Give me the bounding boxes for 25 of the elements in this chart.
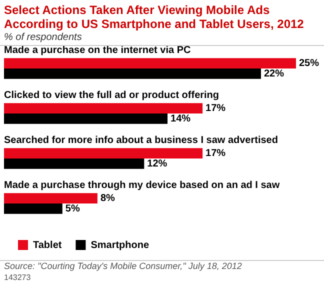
data-label: 12% xyxy=(147,158,168,170)
bar xyxy=(4,158,144,169)
data-label: 14% xyxy=(170,113,191,124)
bar xyxy=(4,204,62,214)
bar xyxy=(4,114,168,124)
y-tick-label: Clicked to view the full ad or product offering xyxy=(4,90,220,101)
source-note: Source: "Courting Today's Mobile Consumer," July 18, 2012 xyxy=(4,261,243,272)
bar xyxy=(4,148,203,158)
legend-label: Tablet xyxy=(33,240,62,251)
chart-subtitle: % of respondents xyxy=(0,31,324,46)
data-label: 17% xyxy=(206,148,226,160)
bar xyxy=(4,193,98,204)
data-label: 25% xyxy=(299,58,320,70)
bar xyxy=(4,103,203,114)
chart-title: Select Actions Taken After Viewing Mobile Ads According to US Smartphone and Tablet Users, 2012 xyxy=(3,2,305,31)
data-label: 5% xyxy=(65,203,80,214)
data-label: 17% xyxy=(206,103,226,114)
data-label: 8% xyxy=(100,193,115,204)
y-tick-label: Made a purchase through my device based on an ad I saw xyxy=(4,180,280,191)
legend-label: Smartphone xyxy=(90,240,150,251)
text: 143273 xyxy=(4,272,32,283)
data-label: 22% xyxy=(264,68,284,80)
bar xyxy=(4,58,296,68)
y-tick-label: Searched for more info about a business I saw advertised xyxy=(4,134,278,146)
bar xyxy=(4,68,261,79)
